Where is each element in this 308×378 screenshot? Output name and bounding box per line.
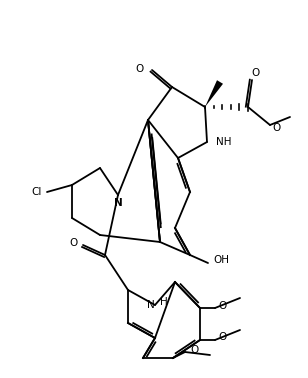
Text: O: O: [136, 64, 144, 74]
Polygon shape: [205, 80, 223, 107]
Text: O: O: [70, 238, 78, 248]
Text: O: O: [218, 332, 226, 342]
Text: N: N: [114, 198, 122, 208]
Text: Cl: Cl: [32, 187, 42, 197]
Text: O: O: [251, 68, 259, 78]
Text: O: O: [272, 123, 280, 133]
Text: O: O: [190, 345, 198, 355]
Text: O: O: [218, 301, 226, 311]
Text: OH: OH: [213, 255, 229, 265]
Text: NH: NH: [216, 137, 232, 147]
Text: H: H: [160, 297, 168, 307]
Text: N: N: [147, 300, 155, 310]
